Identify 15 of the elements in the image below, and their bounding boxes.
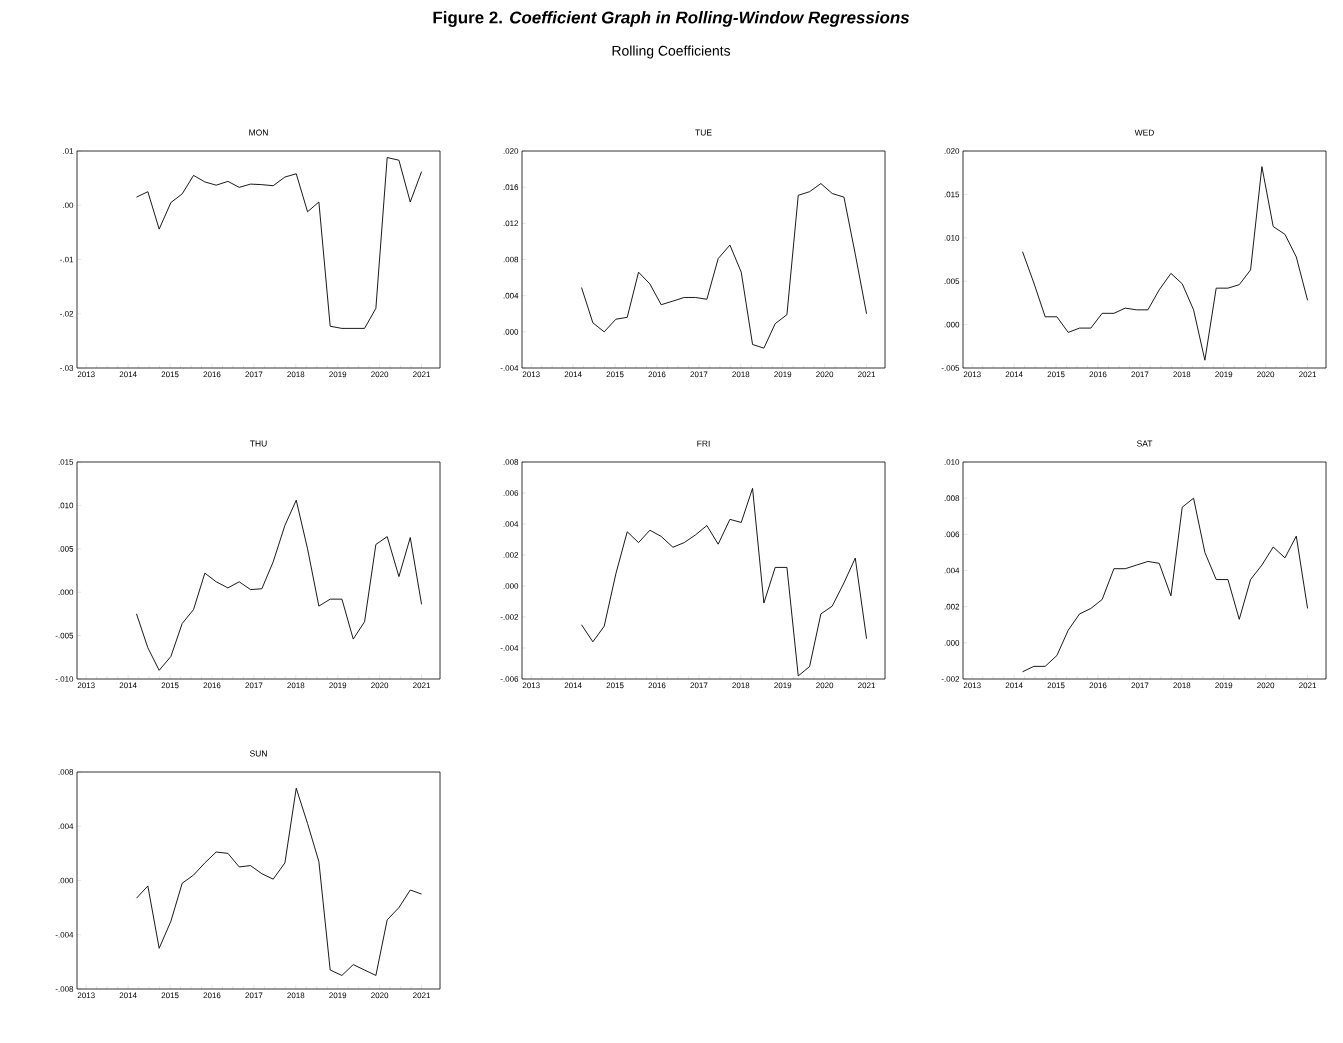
caption: Figure 2. Coefficient Graph in Rolling-Window Regressions [433,11,910,27]
line-series [136,499,423,671]
line-series [581,183,868,349]
line-series [1022,497,1309,673]
chart-title: WED [1134,129,1154,136]
chart-title: FRI [697,440,710,447]
line-series [136,787,423,976]
line-series [581,487,868,677]
chart-title: TUE [695,129,712,136]
text: Rolling Coefficients [612,45,731,59]
chart-title: MON [249,129,268,136]
chart-title: SAT [1136,440,1153,447]
chart-title: THU [249,440,267,447]
chart-title: SUN [249,750,267,757]
line-series [1022,166,1309,361]
